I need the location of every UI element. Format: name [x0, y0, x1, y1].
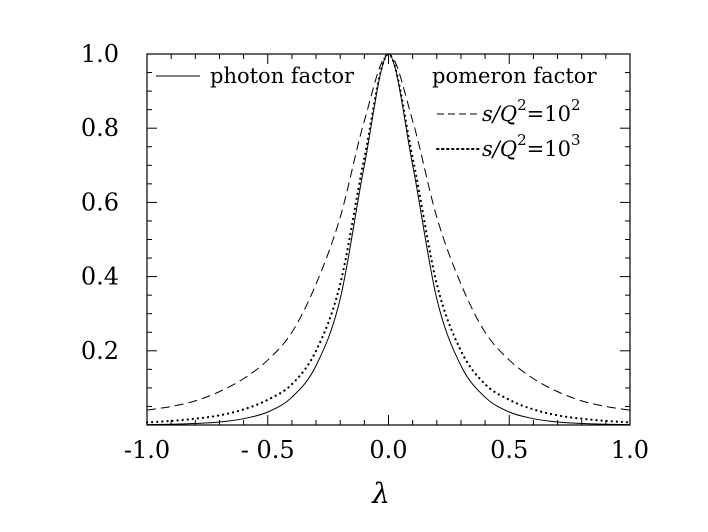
y-tick-label: 0.4	[81, 263, 119, 291]
axis-tick-labels: -1.0 - 0.5 0.0 0.5 1.0 0.2 0.4 0.6 0.8 1.0	[81, 40, 649, 464]
legend-dashed-label: s/Q2=102	[482, 96, 581, 126]
pomeron-1e2-curve	[146, 53, 631, 411]
x-axis-label: λ	[371, 477, 390, 510]
x-tick-label: 0.5	[490, 436, 528, 464]
x-tick-label: - 0.5	[241, 436, 295, 464]
legend: photon factor pomeron factor s/Q2=102 s/…	[156, 64, 597, 161]
legend-dotted-label: s/Q2=103	[482, 131, 581, 161]
y-tick-label: 0.8	[81, 114, 119, 142]
y-tick-label: 0.2	[81, 337, 119, 365]
x-tick-label: 1.0	[611, 436, 649, 464]
x-tick-label: 0.0	[369, 436, 407, 464]
legend-photon-label: photon factor	[210, 64, 355, 88]
axis-ticks	[146, 53, 631, 426]
data-curves	[145, 52, 632, 426]
x-tick-label: -1.0	[124, 436, 170, 464]
legend-pomeron-heading: pomeron factor	[432, 64, 597, 88]
y-tick-label: 1.0	[81, 40, 119, 68]
y-tick-label: 0.6	[81, 188, 119, 216]
